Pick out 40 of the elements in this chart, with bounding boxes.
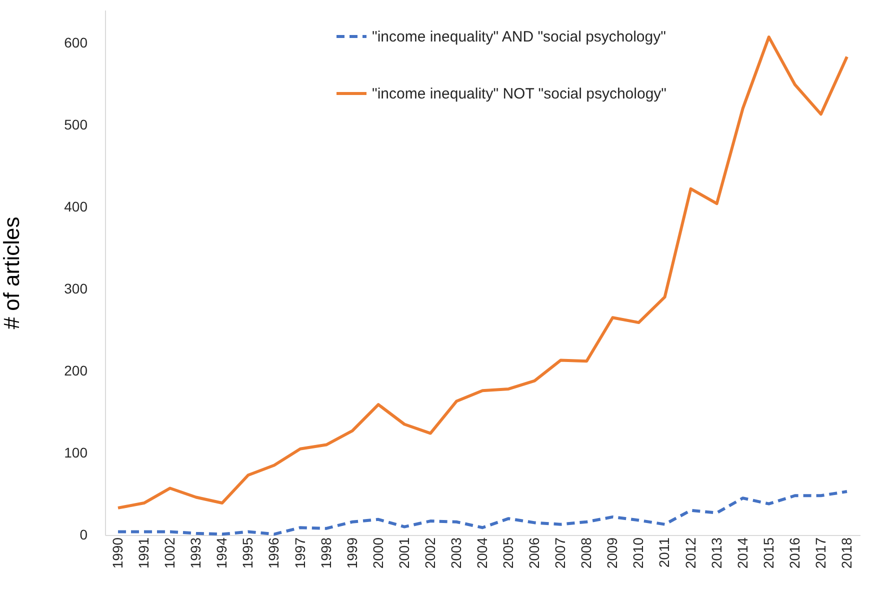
- x-tick-label: 2000: [370, 537, 386, 569]
- y-axis-title: # of articles: [0, 216, 24, 330]
- x-tick-label: 1995: [240, 537, 256, 569]
- line-series: [116, 490, 848, 536]
- x-tick-label: 1996: [266, 537, 282, 569]
- x-tick-label: 1990: [110, 537, 126, 569]
- x-tick-label: 2001: [396, 537, 412, 569]
- x-tick-label: 1993: [188, 537, 204, 569]
- x-tick-label: 2017: [812, 537, 828, 569]
- x-tick-label: 1997: [292, 537, 308, 569]
- x-tick-label: 2010: [630, 537, 646, 569]
- y-tick-label: 100: [64, 444, 88, 460]
- legend-label: "income inequality" NOT "social psychology": [372, 86, 666, 102]
- x-tick-label: 2018: [838, 537, 854, 569]
- y-tick-label: 0: [80, 526, 88, 542]
- x-tick-label: 2007: [552, 537, 568, 569]
- x-tick-label: 2003: [448, 537, 464, 569]
- x-tick-label: 1998: [318, 537, 334, 569]
- x-tick-label: 1994: [214, 537, 230, 569]
- x-tick-label: 2005: [500, 537, 516, 569]
- legend-label: "income inequality" AND "social psychology": [372, 28, 666, 46]
- y-tick-label: 300: [64, 280, 88, 296]
- x-tick-label: 2006: [526, 537, 542, 569]
- x-tick-label: 2009: [604, 537, 620, 569]
- y-tick-label: 500: [64, 116, 88, 132]
- x-tick-label: 1999: [344, 537, 360, 569]
- y-tick-label: 400: [64, 198, 88, 214]
- x-tick-label: 1002: [162, 537, 178, 569]
- x-tick-label: 2008: [578, 537, 594, 569]
- x-tick-label: 2014: [734, 537, 750, 569]
- y-tick-label: 200: [64, 362, 88, 378]
- x-tick-label: 2013: [708, 537, 724, 569]
- x-tick-label: 2004: [474, 537, 490, 569]
- x-tick-label: 2015: [760, 537, 776, 569]
- x-tick-label: 1991: [136, 537, 152, 569]
- x-tick-label: 2002: [422, 537, 438, 569]
- x-tick-label: 2012: [682, 537, 698, 569]
- x-tick-label: 2011: [656, 537, 672, 568]
- y-tick-label: 600: [64, 34, 88, 50]
- x-tick-label: 2016: [786, 537, 802, 569]
